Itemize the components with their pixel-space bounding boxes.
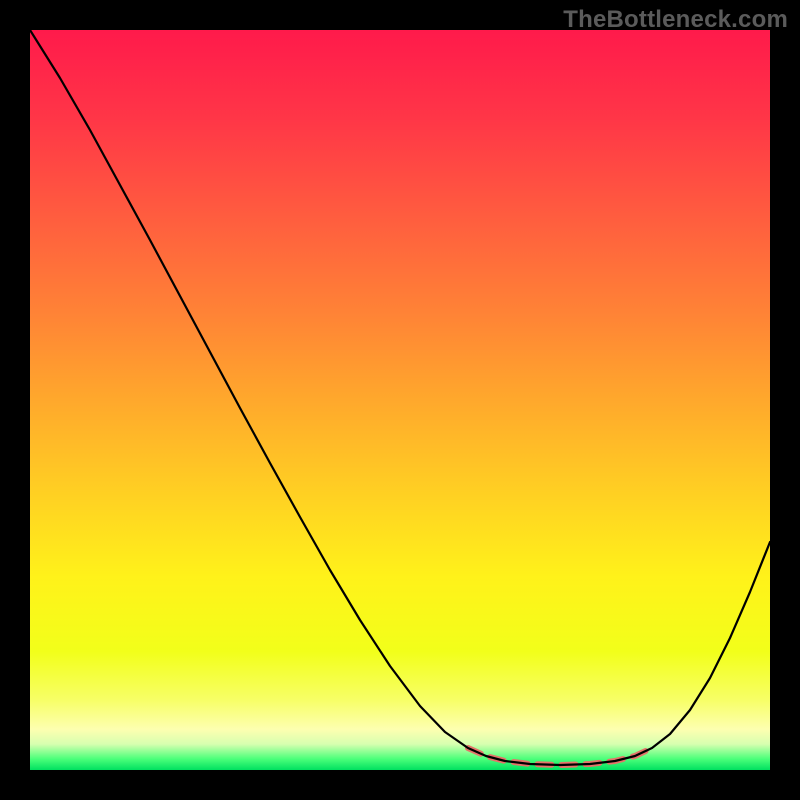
trough-marker — [468, 748, 652, 765]
plot-area — [30, 30, 770, 770]
chart-frame: TheBottleneck.com — [0, 0, 800, 800]
curve-layer — [30, 30, 770, 770]
bottleneck-curve — [30, 30, 770, 765]
